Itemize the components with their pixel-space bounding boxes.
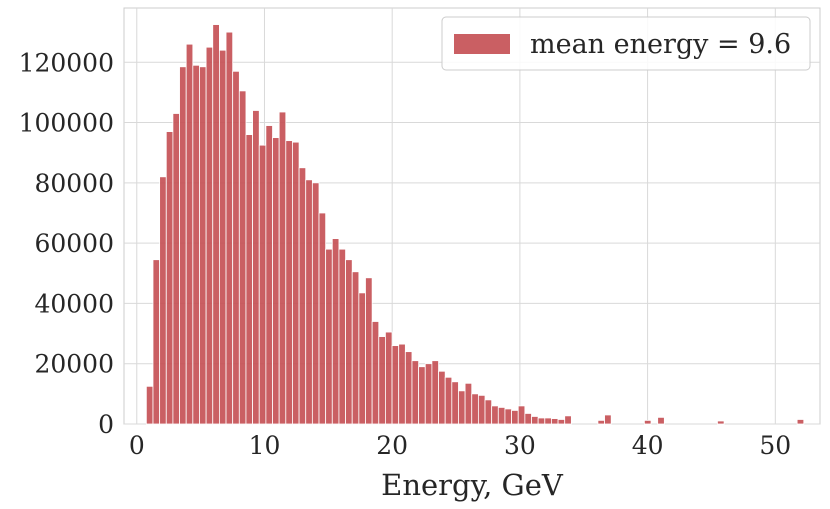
histogram-bar [477, 394, 486, 425]
histogram-bar [331, 238, 340, 425]
histogram-bar [278, 111, 287, 425]
histogram-bar [657, 416, 665, 425]
histogram-bar [185, 43, 194, 425]
legend: mean energy = 9.6 [441, 16, 811, 71]
x-tick-label: 0 [129, 431, 145, 460]
histogram-bar [199, 66, 207, 425]
histogram-bar [524, 413, 532, 425]
histogram-bar [551, 418, 559, 425]
histogram-bar [212, 24, 220, 425]
histogram-bar [292, 141, 300, 425]
histogram-bar [398, 343, 406, 425]
histogram-bar [232, 70, 240, 425]
histogram-bar [378, 336, 386, 425]
histogram-bar [404, 351, 413, 425]
histogram-bar [471, 393, 479, 425]
histogram-bar [305, 179, 313, 425]
histogram-bar [504, 408, 512, 425]
histogram-bar [252, 110, 260, 425]
histogram-bar [431, 360, 439, 425]
histogram-bar [391, 345, 400, 425]
histogram-bar [205, 46, 214, 425]
histogram-bar [325, 248, 333, 425]
y-tick-label: 20000 [34, 350, 114, 379]
x-tick-label: 50 [759, 431, 791, 460]
histogram-bar [717, 420, 725, 425]
histogram-bar [225, 31, 234, 425]
histogram-bar [179, 66, 187, 425]
bars-group [145, 24, 805, 425]
histogram-bar [557, 419, 566, 425]
histogram-bar [159, 176, 167, 425]
histogram-bar [165, 131, 174, 425]
x-tick-label: 30 [504, 431, 536, 460]
histogram-bar [258, 144, 267, 425]
histogram-bar [444, 376, 453, 425]
y-tick-label: 100000 [19, 109, 114, 138]
y-tick-label: 40000 [34, 289, 114, 318]
histogram-bar [285, 140, 293, 425]
x-tick-label: 40 [632, 431, 664, 460]
histogram-bar [338, 248, 346, 425]
histogram-bar [371, 321, 380, 425]
histogram-bar [265, 125, 273, 425]
histogram-bar [544, 417, 552, 425]
histogram-bar [385, 331, 393, 425]
histogram-bar [365, 277, 373, 425]
y-tick-label: 120000 [19, 48, 114, 77]
histogram-bar [464, 382, 473, 425]
histogram-bar [298, 167, 307, 425]
histogram-bar [318, 212, 327, 425]
histogram-bar [172, 113, 180, 425]
histogram-bar [796, 419, 805, 425]
histogram-bar [238, 90, 247, 425]
histogram-bar [497, 407, 506, 425]
histogram-bar [531, 416, 539, 425]
y-tick-label: 80000 [34, 169, 114, 198]
histogram-bar [424, 363, 433, 425]
histogram-bar [351, 271, 360, 425]
y-tick-label: 60000 [34, 229, 114, 258]
histogram-bar [451, 381, 459, 425]
x-tick-label: 10 [249, 431, 281, 460]
histogram-bar [511, 410, 519, 425]
histogram-bar [152, 259, 161, 425]
histogram-bar [458, 390, 466, 425]
histogram-bar [245, 134, 254, 425]
histogram-bar [597, 419, 605, 425]
histogram-bar [192, 64, 200, 425]
histogram-bar [517, 405, 526, 425]
histogram-bar [145, 385, 154, 425]
legend-frame [441, 16, 811, 71]
legend-swatch [454, 34, 510, 54]
histogram-bar [484, 399, 493, 425]
histogram-bar [438, 370, 446, 425]
histogram-bar [218, 49, 227, 425]
histogram-bar [564, 415, 572, 425]
histogram-bar [491, 405, 499, 425]
histogram-bar [411, 360, 420, 425]
y-tick-labels: 0 20000 40000 60000 80000 100000 120000 [19, 48, 114, 439]
histogram-bar [604, 414, 612, 425]
y-tick-label: 0 [98, 410, 114, 439]
histogram-bar [418, 366, 426, 425]
x-axis-title: Energy, GeV [381, 468, 564, 502]
histogram-bar [358, 292, 366, 425]
histogram-bar [345, 259, 353, 425]
histogram-bar [272, 137, 280, 425]
histogram-bar [644, 419, 652, 425]
x-tick-label: 20 [376, 431, 408, 460]
legend-label: mean energy = 9.6 [530, 29, 791, 60]
x-tick-labels: 0 10 20 30 40 50 [129, 431, 791, 460]
histogram-bar [537, 417, 546, 425]
histogram-bar [311, 182, 320, 425]
